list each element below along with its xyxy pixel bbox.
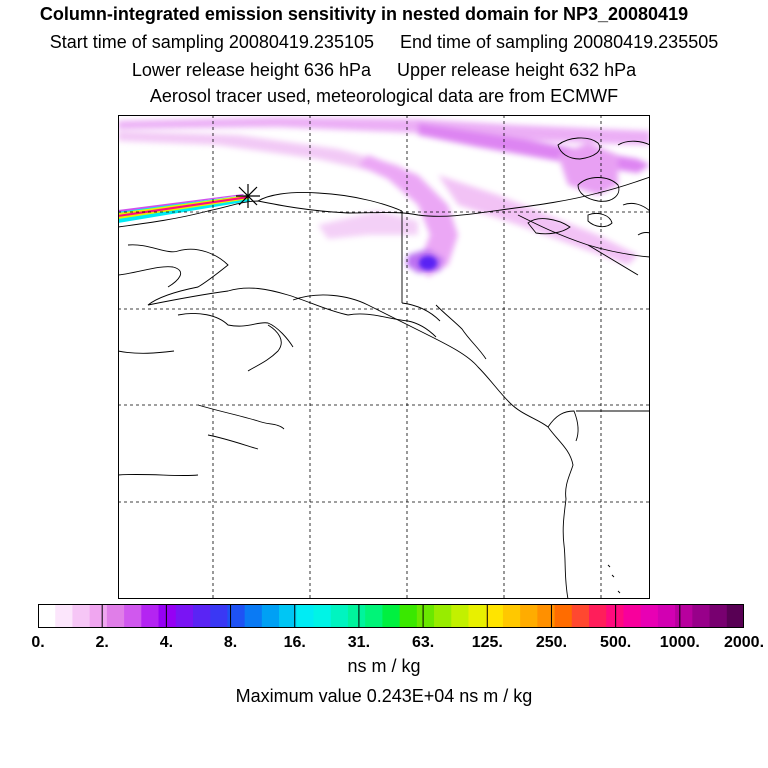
coastlines [118,137,650,599]
colorbar-frame [38,604,744,628]
colorbar-swatch [330,604,349,628]
tracer-info: Aerosol tracer used, meteorological data… [149,86,619,106]
colorbar-swatch [434,604,452,628]
colorbar-swatch [726,604,744,628]
lower-height-label: Lower release height 636 hPa [131,60,371,80]
colorbar-swatch [279,604,297,628]
map-frame [118,115,650,599]
colorbar-swatch [141,604,160,628]
sensitivity-map [118,115,650,599]
colorbar-swatch [589,604,607,628]
colorbar-swatch [657,604,676,628]
colorbar-swatch [537,604,556,628]
colorbar-swatch [623,604,642,628]
graticule [118,115,650,599]
colorbar-swatch [261,604,280,628]
sampling-times: Start time of sampling 20080419.235105 En… [0,32,768,53]
colorbar-swatch [347,604,366,628]
colorbar-tick-label: 500. [600,634,632,651]
colorbar-swatch [38,604,56,628]
colorbar-swatch [520,604,538,628]
colorbar-swatch [485,604,504,628]
colorbar-swatch [244,604,263,628]
colorbar-tick-label: 250. [535,634,568,651]
colorbar-tick-label: 0. [31,634,45,651]
colorbar-swatch [55,604,74,628]
maximum-value-label: Maximum value 0.243E+04 ns m / kg [235,686,533,706]
upper-height-label: Upper release height 632 hPa [397,60,637,80]
colorbar-tick-label: 31. [347,634,371,651]
sensitivity-plume [118,117,650,277]
colorbar-swatch [502,604,521,628]
colorbar-swatch [72,604,91,628]
colorbar-swatch [158,604,177,628]
colorbar-swatch [554,604,573,628]
colorbar-swatch [106,604,125,628]
colorbar-tick-label: 4. [159,634,174,651]
colorbar-swatch [468,604,487,628]
colorbar-swatch [296,604,315,628]
units-label: ns m / kg [347,656,421,676]
colorbar-tick-label: 16. [283,634,306,651]
colorbar-tick-label: 2000. [723,634,765,651]
colorbar-dividers [101,604,681,628]
colorbar-tick-label: 8. [223,634,238,651]
colorbar-swatch [124,604,142,628]
colorbar-swatch [416,604,435,628]
plume-maximum-spot [419,256,437,270]
start-time-label: Start time of sampling 20080419.235105 [49,32,374,52]
colorbar-swatch [192,604,211,628]
colorbar-swatch [89,604,108,628]
colorbar-swatch [210,604,229,628]
colorbar-tick-label: 2. [95,634,109,651]
colorbar-swatches [38,604,744,628]
colorbar-swatch [709,604,728,628]
colorbar-swatch [175,604,194,628]
colorbar-tick-label: 63. [411,634,435,651]
release-heights: Lower release height 636 hPa Upper releas… [0,60,768,81]
colorbar-swatch [640,604,659,628]
main-title: Column-integrated emission sensitivity i… [39,4,689,24]
colorbar-tick-label: 125. [471,634,503,651]
colorbar-swatch [365,604,383,628]
colorbar-swatch [571,604,590,628]
colorbar-swatch [451,604,470,628]
colorbar-swatch [692,604,711,628]
colorbar-swatch [382,604,401,628]
release-point-star-marker [236,184,260,208]
colorbar [38,604,744,628]
colorbar-swatch [675,604,693,628]
colorbar-swatch [313,604,332,628]
colorbar-swatch [399,604,418,628]
end-time-label: End time of sampling 20080419.235505 [400,32,719,52]
trajectory-band [118,194,250,223]
colorbar-swatch [227,604,246,628]
colorbar-tick-label: 1000. [659,634,700,651]
